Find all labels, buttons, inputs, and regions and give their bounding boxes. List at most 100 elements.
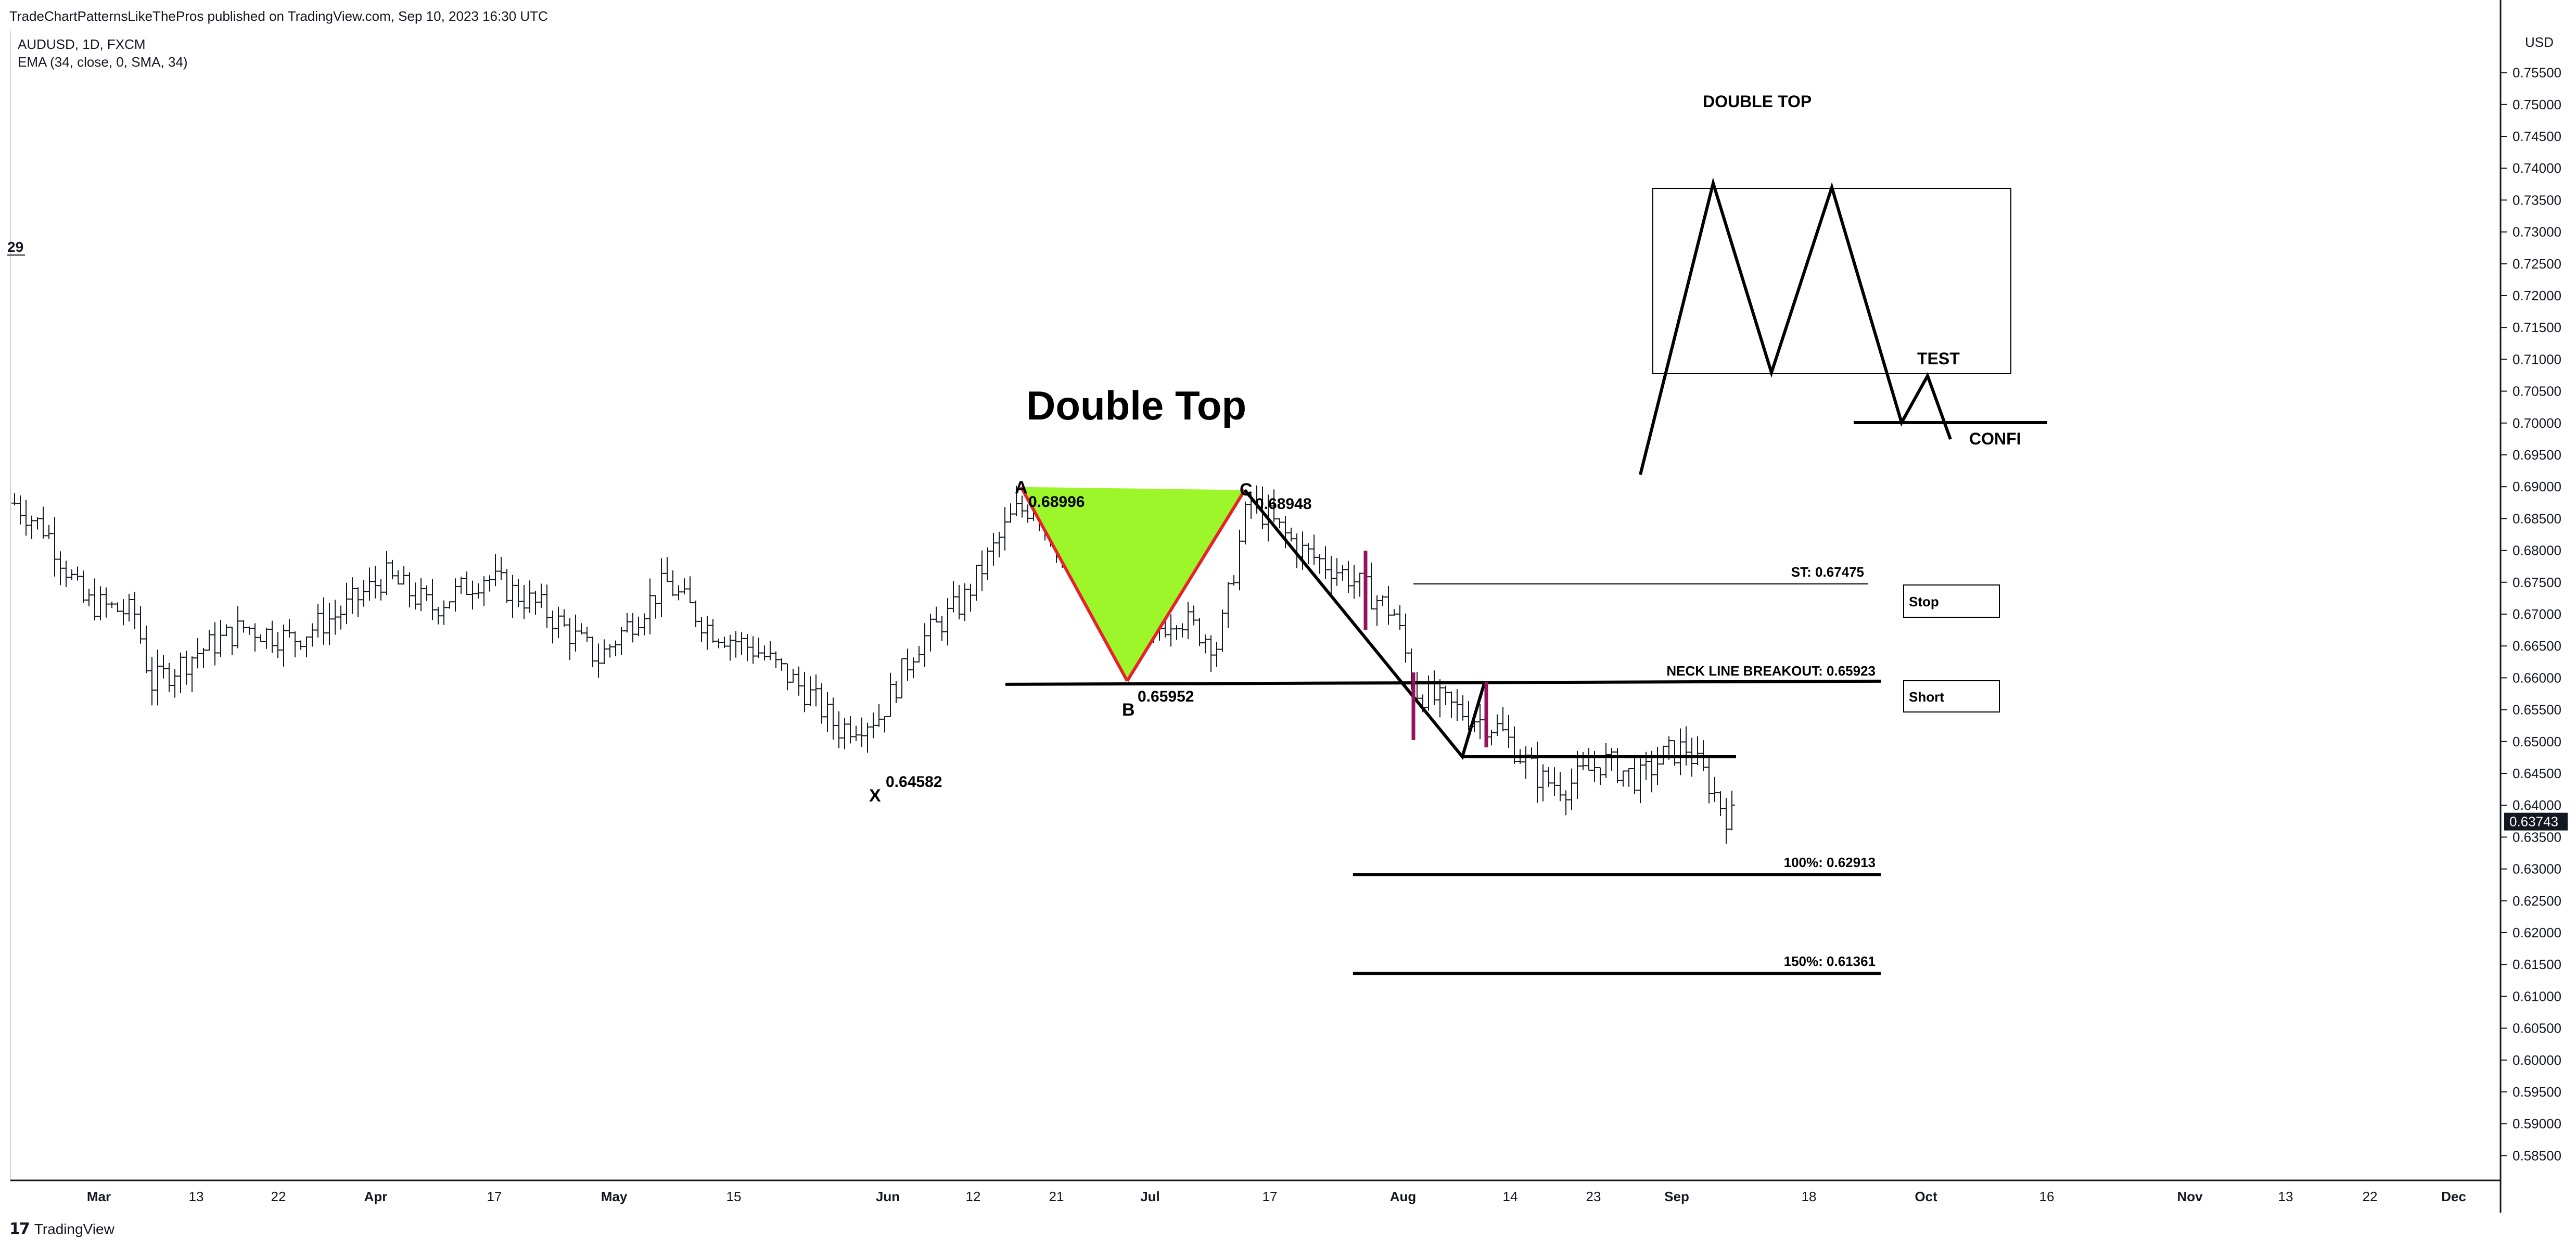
ohlc-bar <box>1002 507 1008 551</box>
price-tick-label: 0.70000 <box>2513 415 2561 431</box>
ohlc-bar <box>275 632 281 658</box>
price-tick-label: 0.66000 <box>2513 670 2561 685</box>
ohlc-bar <box>109 601 115 608</box>
ohlc-bar <box>555 606 562 639</box>
ohlc-bar <box>23 500 29 536</box>
ohlc-bar <box>137 606 144 644</box>
ohlc-bar <box>303 636 310 657</box>
ohlc-bar <box>1717 791 1724 816</box>
point-label-x: X <box>869 786 881 806</box>
ohlc-bar <box>309 623 315 647</box>
ohlc-bar <box>532 591 539 615</box>
schematic-test-label: TEST <box>1917 349 1960 368</box>
ohlc-bar <box>756 637 762 658</box>
symbol-line[interactable]: AUDUSD, 1D, FXCM <box>18 36 146 52</box>
ohlc-bar <box>710 619 716 643</box>
ohlc-bar <box>1231 575 1237 586</box>
ohlc-bar <box>1631 757 1638 794</box>
stop-box-label: Stop <box>1909 594 1939 609</box>
time-tick-label: Mar <box>87 1189 111 1204</box>
ohlc-bar <box>635 616 642 637</box>
ohlc-bar <box>447 601 453 609</box>
time-tick-label: 22 <box>271 1189 286 1204</box>
ohlc-bar <box>384 551 390 595</box>
ohlc-bar <box>103 587 109 618</box>
ohlc-bar <box>899 658 905 698</box>
time-axis[interactable]: Mar 13 22 Apr 17 May 15 Jun 12 21 Jul 17 Aug 14 23 Sep 1… <box>10 1179 2501 1204</box>
ohlc-bar <box>1425 675 1432 711</box>
ohlc-bar <box>1706 757 1712 804</box>
time-tick-label: 22 <box>2363 1189 2378 1204</box>
price-tick-label: 0.60500 <box>2513 1021 2561 1036</box>
ohlc-bar <box>149 657 155 706</box>
ohlc-bar <box>97 586 104 621</box>
ohlc-bar <box>945 597 951 646</box>
price-axis[interactable]: USD 0.75500 0.75000 0.74500 0.74000 0.73500 0.… <box>7 0 2568 1213</box>
last-price-label: 0.63743 <box>2509 814 2558 830</box>
ohlc-bar <box>17 495 23 525</box>
ohlc-bar <box>155 650 161 706</box>
time-tick-label: 16 <box>2039 1189 2055 1204</box>
ohlc-bar <box>80 570 86 603</box>
ohlc-bar <box>286 619 292 638</box>
ohlc-bar <box>1242 501 1248 545</box>
ohlc-bar <box>218 619 224 657</box>
ohlc-bar <box>1672 740 1678 766</box>
ohlc-bar <box>841 718 848 749</box>
time-tick-label: 12 <box>966 1189 981 1204</box>
ohlc-bar <box>893 681 899 703</box>
ohlc-bar <box>338 605 344 630</box>
ohlc-bar <box>57 551 63 586</box>
ohlc-bar <box>956 584 962 620</box>
ohlc-bar <box>572 614 579 652</box>
price-tick-label: 0.65500 <box>2513 702 2561 718</box>
ohlc-bar <box>910 657 916 679</box>
ohlc-bar <box>721 637 728 648</box>
ohlc-bar <box>34 517 41 530</box>
stop-box <box>1903 584 2000 618</box>
ohlc-bar <box>418 578 424 612</box>
ohlc-bar <box>847 716 853 744</box>
ohlc-bar <box>687 576 693 604</box>
price-tick-label: 0.74500 <box>2513 129 2561 144</box>
ohlc-bar <box>641 613 647 635</box>
ohlc-bar <box>887 672 894 717</box>
ohlc-bar <box>1568 768 1575 810</box>
ohlc-bar <box>1620 770 1626 787</box>
tv-brand-label: TradingView <box>34 1220 114 1237</box>
ohlc-bar <box>773 651 779 668</box>
ohlc-bar <box>1185 602 1191 639</box>
ohlc-bar <box>1391 609 1397 616</box>
ohlc-bar <box>481 576 487 606</box>
ohlc-bar <box>132 591 138 629</box>
neckline-label: NECK LINE BREAKOUT: 0.65923 <box>1666 663 1876 679</box>
price-tick-label: 0.59500 <box>2513 1084 2561 1100</box>
tradingview-logo[interactable]: 17 TradingView <box>9 1220 114 1238</box>
indicator-line[interactable]: EMA (34, close, 0, SMA, 34) <box>18 54 188 70</box>
ohlc-bar <box>1443 685 1449 705</box>
time-tick-label: Apr <box>364 1189 388 1204</box>
time-tick-label: 13 <box>189 1189 204 1204</box>
ohlc-bar <box>492 554 499 587</box>
ohlc-bar <box>1683 726 1689 766</box>
price-tick-label: 0.70500 <box>2513 384 2561 399</box>
ohlc-bar <box>870 712 876 739</box>
ohlc-bar <box>1357 572 1363 597</box>
ohlc-bar <box>401 566 407 585</box>
drawings: Double TopA0.68996B0.65952C0.68948X0.645… <box>869 92 2047 975</box>
ohlc-bar <box>177 652 184 693</box>
ohlc-bar <box>658 558 665 617</box>
price-tick-label: 0.58500 <box>2513 1148 2561 1163</box>
ohlc-bar <box>1179 623 1185 638</box>
ohlc-bar <box>326 603 333 645</box>
target-150-label: 150%: 0.61361 <box>1784 953 1876 969</box>
ohlc-bar <box>1597 767 1603 785</box>
last-price-tag <box>2504 812 2568 831</box>
short-box-label: Short <box>1909 689 1944 705</box>
pattern-triangle <box>1021 487 1245 681</box>
price-tick-label: 0.60000 <box>2513 1052 2561 1068</box>
price-tick-label: 0.73000 <box>2513 224 2561 240</box>
ohlc-bar <box>1454 689 1460 721</box>
ohlc-bar <box>504 569 510 603</box>
